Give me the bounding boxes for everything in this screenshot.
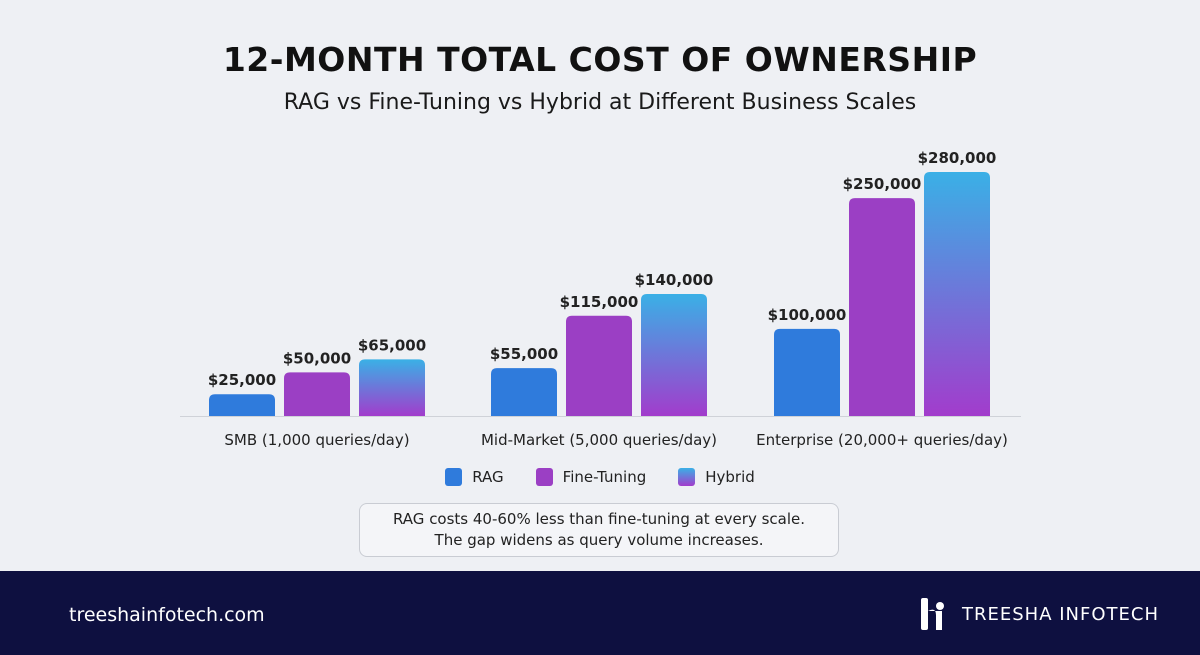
data-label: $25,000 <box>208 371 276 389</box>
note-line: RAG costs 40-60% less than fine-tuning a… <box>392 510 806 528</box>
bar-hybrid <box>641 294 707 416</box>
chart-title: 12-MONTH TOTAL COST OF OWNERSHIP <box>222 40 978 79</box>
legend-item-fine-tuning: Fine-Tuning <box>535 468 647 486</box>
brand: TREESHA INFOTECH <box>920 597 1159 631</box>
data-label: $115,000 <box>560 293 639 311</box>
legend-item-hybrid: Hybrid <box>678 468 755 486</box>
data-label: $55,000 <box>490 345 558 363</box>
insight-note: RAG costs 40-60% less than fine-tuning a… <box>359 503 839 557</box>
chart-subtitle: RAG vs Fine-Tuning vs Hybrid at Differen… <box>283 90 917 115</box>
data-label: $250,000 <box>843 175 922 193</box>
category-label: Mid-Market (5,000 queries/day) <box>481 431 717 449</box>
legend-swatch <box>445 468 463 486</box>
data-label: $65,000 <box>358 336 426 354</box>
legend-label: Hybrid <box>705 468 755 486</box>
treesha-logo-icon <box>921 598 944 630</box>
data-label: $100,000 <box>768 306 847 324</box>
bar-rag <box>491 368 557 416</box>
website-link[interactable]: treeshainfotech.com <box>69 604 265 626</box>
legend-swatch <box>678 468 696 486</box>
bar-fine-tuning <box>566 315 632 416</box>
data-label: $280,000 <box>918 149 997 167</box>
category-label: Enterprise (20,000+ queries/day) <box>756 431 1008 449</box>
bar-rag <box>209 394 275 416</box>
note-line: The gap widens as query volume increases… <box>434 531 764 549</box>
data-label: $140,000 <box>635 271 714 289</box>
bar-hybrid <box>359 359 425 416</box>
bar-hybrid <box>924 172 990 416</box>
brand-name: TREESHA INFOTECH <box>962 603 1160 625</box>
bar-fine-tuning <box>284 372 350 416</box>
legend-swatch <box>535 468 553 486</box>
bar-rag <box>774 328 840 416</box>
data-label: $50,000 <box>283 349 351 367</box>
legend-item-rag: RAG <box>445 468 504 486</box>
legend: RAG Fine-Tuning Hybrid <box>0 468 1200 486</box>
legend-label: Fine-Tuning <box>562 468 647 486</box>
bar-fine-tuning <box>849 198 915 416</box>
footer: treeshainfotech.com TREESHA INFOTECH <box>0 571 1200 655</box>
category-label: SMB (1,000 queries/day) <box>224 431 409 449</box>
bar-chart: $25,000 $50,000 $65,000 SMB (1,000 queries/… <box>180 149 1021 449</box>
legend-label: RAG <box>472 468 504 486</box>
